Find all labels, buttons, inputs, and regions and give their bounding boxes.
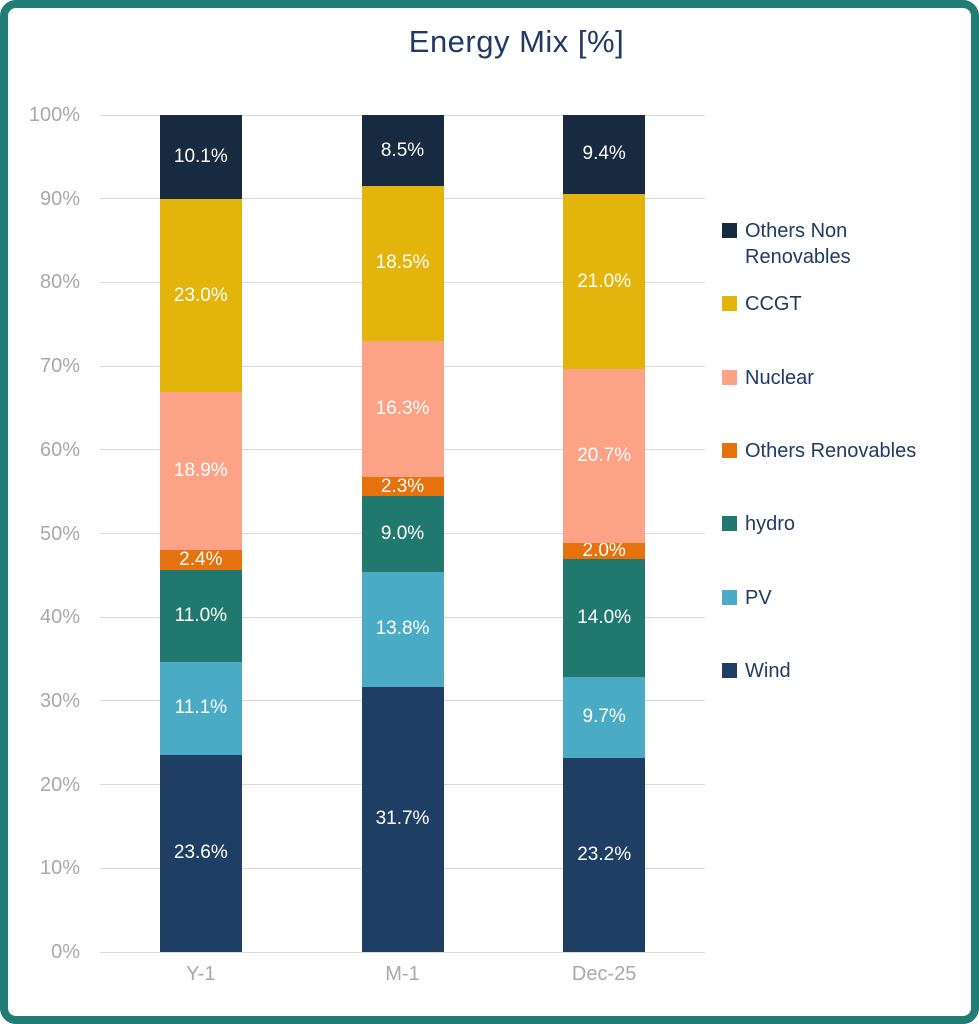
segment-ccgt-y-1: 23.0%	[159, 199, 242, 392]
segment-label-ccgt-y-1: 23.0%	[173, 284, 228, 306]
segment-label-pv-y-1: 11.1%	[174, 697, 228, 719]
segment-nuclear-m-1: 16.3%	[361, 340, 444, 478]
segment-label-hydro-dec-25: 14.0%	[577, 607, 632, 629]
y-tick-label-80: 80%	[39, 271, 80, 294]
segment-pv-m-1: 13.8%	[361, 571, 444, 687]
segment-wind-y-1: 23.6%	[159, 754, 242, 952]
chart-title: Energy Mix [%]	[408, 24, 625, 59]
segment-others-non-renovables-y-1: 10.1%	[159, 115, 242, 200]
legend-item-others-non-renovables: Others Non Renovables	[722, 218, 895, 270]
bar-dec-25: 23.2% 9.7% 14.0% 2.0% 20.7% 21.0% 9.4%	[563, 115, 646, 952]
segment-hydro-y-1: 11.0%	[159, 569, 242, 662]
segment-label-others-non-renovables-y-1: 10.1%	[173, 146, 228, 168]
legend-item-nuclear: Nuclear	[722, 365, 814, 391]
gridline-100	[100, 114, 705, 116]
legend-item-ccgt: CCGT	[722, 291, 802, 317]
y-tick-label-30: 30%	[39, 689, 80, 712]
segment-ccgt-dec-25: 21.0%	[563, 193, 646, 370]
segment-others-renovables-dec-25: 2.0%	[563, 540, 646, 562]
segment-wind-m-1: 31.7%	[361, 686, 444, 952]
legend-label-others-renovables: Others Renovables	[745, 439, 917, 462]
legend-label-ccgt: CCGT	[745, 293, 802, 316]
legend-swatch-others-non-renovables	[722, 223, 737, 238]
segment-label-hydro-m-1: 9.0%	[380, 522, 425, 544]
legend-swatch-pv	[722, 589, 737, 605]
segment-label-wind-dec-25: 23.2%	[577, 843, 632, 865]
x-tick-label-m-1: M-1	[385, 963, 420, 985]
legend-label-hydro: hydro	[745, 513, 796, 536]
y-tick-label-20: 20%	[39, 773, 80, 796]
legend-item-pv: PV	[722, 585, 772, 611]
segment-hydro-m-1: 9.0%	[361, 496, 444, 572]
y-tick-label-0: 0%	[51, 941, 80, 963]
legend-item-hydro: hydro	[722, 511, 795, 537]
segment-label-others-non-renovables-m-1: 8.5%	[380, 139, 425, 161]
legend-swatch-others-renovables	[722, 442, 737, 458]
segment-others-renovables-y-1: 2.4%	[159, 548, 242, 570]
x-tick-label-y-1: Y-1	[186, 963, 216, 985]
legend-label-pv: PV	[745, 586, 772, 609]
y-tick-label-100: 100%	[28, 104, 80, 126]
legend-swatch-wind	[722, 662, 737, 678]
segment-label-pv-m-1: 13.8%	[375, 618, 430, 640]
y-tick-label-60: 60%	[39, 438, 80, 461]
segment-label-wind-m-1: 31.7%	[375, 808, 430, 830]
legend-swatch-nuclear	[722, 369, 737, 385]
y-tick-label-70: 70%	[39, 355, 80, 378]
legend-item-wind: Wind	[722, 658, 791, 684]
segment-others-renovables-m-1: 2.3%	[361, 475, 444, 497]
segment-nuclear-dec-25: 20.7%	[563, 369, 646, 543]
legend-item-others-renovables: Others Renovables	[722, 438, 916, 464]
segment-wind-dec-25: 23.2%	[563, 757, 646, 952]
segment-pv-dec-25: 9.7%	[563, 676, 646, 758]
segment-label-hydro-y-1: 11.0%	[174, 604, 228, 626]
legend-label-wind: Wind	[745, 659, 791, 682]
segment-label-others-non-renovables-dec-25: 9.4%	[582, 143, 626, 165]
segment-others-non-renovables-m-1: 8.5%	[361, 115, 444, 187]
segment-label-nuclear-dec-25: 20.7%	[577, 445, 632, 467]
segment-nuclear-y-1: 18.9%	[159, 391, 242, 550]
legend: Others Non Renovables CCGT Nuclear Others R…	[722, 218, 952, 738]
gridline-0	[100, 951, 705, 953]
y-tick-label-40: 40%	[39, 606, 80, 629]
segment-label-nuclear-y-1: 18.9%	[173, 459, 228, 481]
bar-y-1: 23.6% 11.1% 11.0% 2.4% 18.9% 23.0% 10.1%	[159, 115, 242, 952]
segment-label-pv-dec-25: 9.7%	[582, 706, 626, 728]
segment-label-ccgt-dec-25: 21.0%	[577, 270, 632, 292]
y-tick-label-50: 50%	[39, 522, 80, 545]
y-axis: 0% 10% 20% 30% 40% 50% 60% 70% 80% 90% 100%	[0, 104, 80, 963]
x-axis: Y-1 M-1 Dec-25	[100, 962, 705, 992]
segment-label-others-renovables-dec-25: 2.0%	[582, 540, 626, 562]
legend-swatch-hydro	[722, 516, 737, 532]
segment-label-ccgt-m-1: 18.5%	[375, 252, 430, 274]
y-tick-label-90: 90%	[39, 187, 80, 210]
segment-label-wind-y-1: 23.6%	[173, 842, 228, 864]
segment-label-others-renovables-m-1: 2.3%	[380, 475, 425, 497]
plot-area: 23.6% 11.1% 11.0% 2.4% 18.9% 23.0% 10.1% 31.7% 1…	[100, 114, 705, 953]
segment-label-nuclear-m-1: 16.3%	[375, 397, 430, 419]
segment-hydro-dec-25: 14.0%	[563, 559, 646, 677]
x-tick-label-dec-25: Dec-25	[571, 963, 637, 985]
y-tick-label-10: 10%	[39, 857, 80, 880]
segment-pv-y-1: 11.1%	[159, 661, 242, 755]
legend-swatch-ccgt	[722, 296, 737, 312]
legend-label-nuclear: Nuclear	[745, 366, 814, 389]
segment-label-others-renovables-y-1: 2.4%	[179, 548, 223, 570]
segment-others-non-renovables-dec-25: 9.4%	[563, 115, 646, 194]
segment-ccgt-m-1: 18.5%	[361, 186, 444, 341]
legend-label-others-non-renovables: Others Non Renovables	[745, 220, 851, 268]
bar-m-1: 31.7% 13.8% 9.0% 2.3% 16.3% 18.5% 8.5%	[361, 115, 444, 952]
